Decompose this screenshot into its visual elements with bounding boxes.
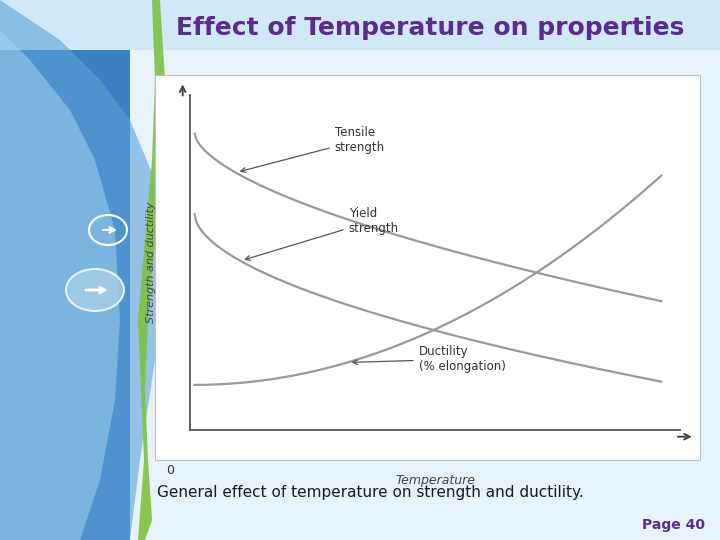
Text: Yield
strength: Yield strength <box>246 207 399 260</box>
Text: Page 40: Page 40 <box>642 518 705 532</box>
Polygon shape <box>0 30 120 540</box>
Ellipse shape <box>66 269 124 311</box>
Polygon shape <box>138 0 165 540</box>
FancyBboxPatch shape <box>0 0 720 50</box>
Polygon shape <box>0 0 130 540</box>
Text: 0: 0 <box>166 463 174 476</box>
Polygon shape <box>0 0 160 540</box>
Text: Tensile
strength: Tensile strength <box>240 126 384 172</box>
FancyBboxPatch shape <box>155 75 700 460</box>
Text: Ductility
(% elongation): Ductility (% elongation) <box>353 345 505 373</box>
Text: Strength and ductility: Strength and ductility <box>145 202 156 323</box>
Text: General effect of temperature on strength and ductility.: General effect of temperature on strengt… <box>157 484 583 500</box>
Text: Temperature: Temperature <box>395 474 475 487</box>
Text: Effect of Temperature on properties: Effect of Temperature on properties <box>176 16 684 40</box>
